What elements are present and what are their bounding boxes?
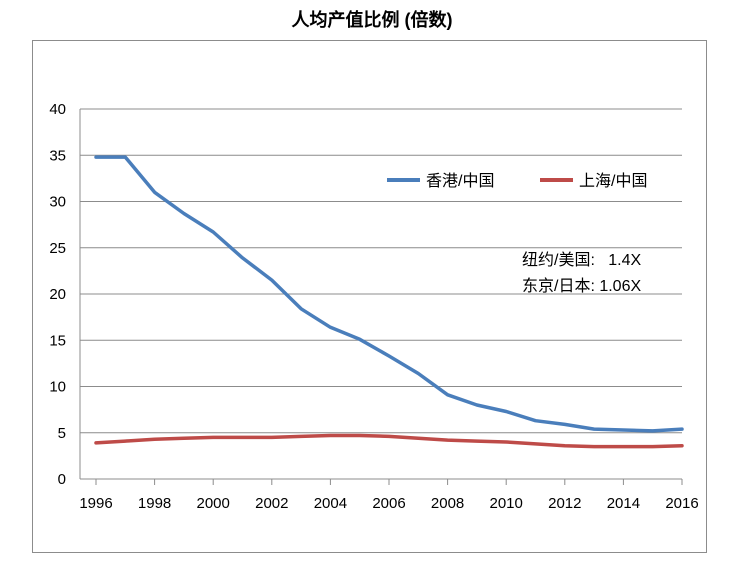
x-tick-label: 2014 [607,495,640,512]
legend-label-shanghai: 上海/中国 [579,172,647,190]
y-tick-label: 30 [49,194,66,211]
series-line-0 [94,155,684,433]
gridlines [80,108,682,434]
y-tick-label: 10 [49,379,66,396]
x-tick-label: 2000 [197,495,230,512]
x-tick-label: 1996 [79,495,112,512]
series-line-1 [94,433,684,449]
x-tick-label: 2002 [255,495,288,512]
y-tick-label: 5 [58,425,66,442]
x-tick-label: 2004 [314,495,347,512]
y-tick-label: 40 [49,101,66,118]
x-tick-label: 2012 [548,495,581,512]
y-tick-label: 35 [49,147,66,164]
annotations: 纽约/美国: 1.4X 东京/日本: 1.06X [522,251,641,295]
x-tick-label: 2016 [665,495,698,512]
x-tick-label: 2006 [372,495,405,512]
annotation-tokyo: 东京/日本: 1.06X [522,277,641,295]
y-tick-label: 15 [49,332,66,349]
y-tick-label: 25 [49,240,66,257]
axes: 0 5 10 15 20 25 30 35 40 1996 1998 2000 2002 2004 2006… [49,101,698,512]
chart-title: 人均产值比例 (倍数) [291,10,453,30]
legend-label-hongkong: 香港/中国 [426,172,494,190]
x-tick-label: 2008 [431,495,464,512]
x-tick-label: 2010 [490,495,523,512]
series-lines [94,155,684,449]
y-tick-label: 0 [58,471,66,488]
chart-frame [32,40,707,553]
y-tick-label: 20 [49,286,66,303]
legend: 香港/中国 上海/中国 [387,172,647,190]
annotation-newyork: 纽约/美国: 1.4X [522,251,641,269]
x-tick-label: 1998 [138,495,171,512]
